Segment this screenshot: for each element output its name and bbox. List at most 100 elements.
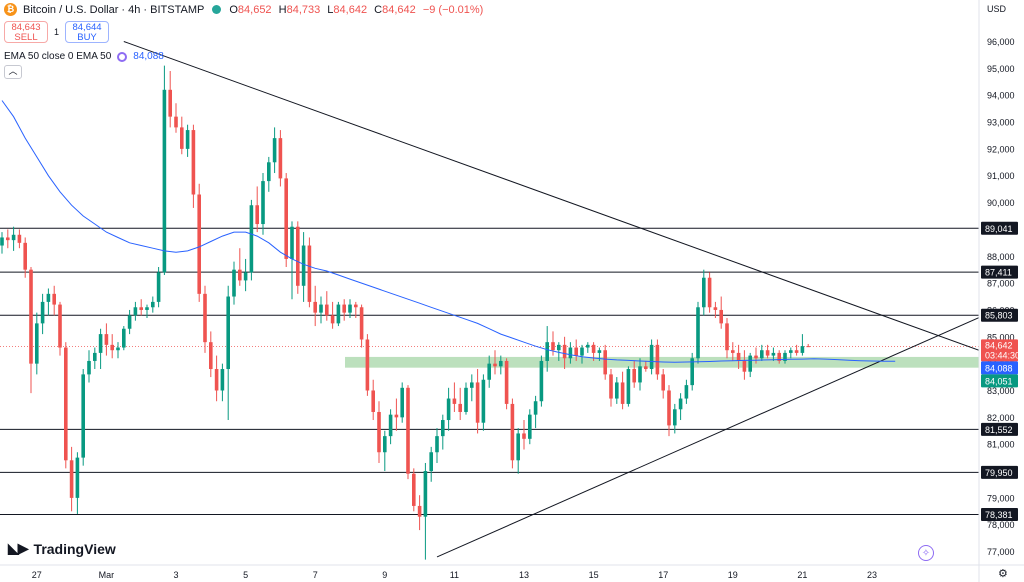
indicator-legend[interactable]: EMA 50 close 0 EMA 50 84,088 <box>4 51 164 62</box>
candle-body <box>64 347 68 461</box>
candle <box>539 355 544 407</box>
candle <box>330 301 335 329</box>
price-tick-label: 95,000 <box>987 64 1015 74</box>
chart-header: ₿ Bitcoin / U.S. Dollar · 4h · BITSTAMP … <box>4 3 487 16</box>
cycle-icon[interactable] <box>117 51 128 62</box>
candle <box>620 371 625 410</box>
candle <box>336 301 341 327</box>
tradingview-logo: ◣▶ TradingView <box>8 540 116 557</box>
candle-body <box>539 360 544 402</box>
candle <box>707 272 712 313</box>
candle <box>307 237 312 308</box>
candle-body <box>278 138 283 179</box>
candle-body <box>597 350 602 353</box>
candle-body <box>127 315 132 329</box>
candle-body <box>371 390 375 412</box>
candle-body <box>330 315 335 324</box>
time-tick-label: 7 <box>313 570 318 580</box>
candle-body <box>649 344 654 370</box>
candle-body <box>446 398 451 421</box>
price-tick-label: 96,000 <box>987 37 1015 47</box>
time-tick-label: 17 <box>658 570 668 580</box>
candle <box>255 186 259 233</box>
collapse-legend-button[interactable]: ︿ <box>4 65 22 79</box>
candle <box>104 323 109 356</box>
candle-body <box>586 344 590 348</box>
candle <box>481 374 486 431</box>
candle <box>435 428 439 463</box>
symbol-title[interactable]: Bitcoin / U.S. Dollar · 4h · BITSTAMP <box>23 3 205 16</box>
candle-body <box>359 307 364 340</box>
candle <box>638 358 642 391</box>
ohlc-readout: O84,652 H84,733 L84,642 C84,642 −9 (−0.0… <box>229 3 484 16</box>
candle <box>145 304 149 319</box>
candle-body <box>383 436 387 453</box>
time-tick-label: Mar <box>99 570 115 580</box>
candle-body <box>754 355 758 359</box>
candle-body <box>673 409 677 426</box>
candle-body <box>29 269 33 364</box>
price-tick-label: 93,000 <box>987 118 1015 128</box>
trade-panel: 84,643 SELL 1 84,644 BUY <box>4 21 110 43</box>
candle <box>806 343 810 348</box>
candle-body <box>69 460 74 498</box>
candle <box>168 71 172 128</box>
candle <box>75 452 80 514</box>
candle-body <box>522 433 526 439</box>
candle <box>696 301 700 364</box>
candle-body <box>441 420 445 437</box>
candle-body <box>678 398 683 410</box>
candle <box>783 350 787 364</box>
candle-body <box>493 363 497 367</box>
candle <box>533 395 538 429</box>
candle-body <box>209 342 213 370</box>
candle-body <box>214 369 219 391</box>
price-tick-label: 81,000 <box>987 440 1015 450</box>
candle-body <box>46 293 51 302</box>
candle <box>771 347 776 361</box>
candle <box>441 414 445 450</box>
candle <box>197 183 201 302</box>
level-tag-label: 78,381 <box>985 510 1013 520</box>
candle <box>342 299 346 321</box>
candle-body <box>661 374 665 391</box>
candle-body <box>551 342 555 351</box>
candle <box>661 369 665 399</box>
candle <box>226 285 230 421</box>
time-tick-label: 19 <box>728 570 738 580</box>
candle-body <box>377 411 381 453</box>
candle-body <box>139 307 143 310</box>
candle-body <box>620 382 625 404</box>
price-change: −9 (−0.01%) <box>422 3 484 16</box>
candle <box>162 65 167 276</box>
candle-body <box>23 242 27 270</box>
candle <box>174 103 178 133</box>
indicator-value: 84,088 <box>133 51 164 62</box>
price-tick-label: 92,000 <box>987 144 1015 154</box>
candle <box>214 355 219 402</box>
gear-icon[interactable]: ⚙ <box>998 568 1008 580</box>
candle-body <box>354 304 358 308</box>
chevron-up-icon: ︿ <box>8 66 18 76</box>
level-tag: 78,381 <box>981 508 1018 522</box>
candle <box>702 269 706 316</box>
candle <box>777 350 781 364</box>
candle <box>348 299 352 319</box>
candle <box>81 369 85 466</box>
candle <box>586 342 590 353</box>
zone-price-label: 84,051 <box>985 376 1013 386</box>
time-tick-label: 13 <box>519 570 529 580</box>
candle <box>470 374 474 402</box>
sell-button[interactable]: 84,643 SELL <box>4 21 48 43</box>
candle <box>359 304 364 348</box>
buy-button[interactable]: 84,644 BUY <box>65 21 110 43</box>
candle <box>6 229 10 249</box>
price-tick-label: 88,000 <box>987 252 1015 262</box>
candle-body <box>151 301 155 308</box>
candle <box>731 342 735 361</box>
ai-assistant-icon[interactable]: ✧ <box>918 545 934 561</box>
candle <box>678 393 683 421</box>
currency-label[interactable]: USD <box>987 4 1007 14</box>
candle-body <box>180 127 184 149</box>
